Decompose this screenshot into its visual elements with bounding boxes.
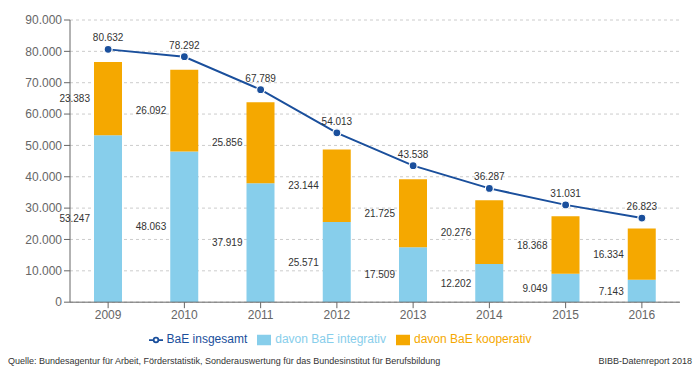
html-text:BaE insgesamt: BaE insgesamt <box>166 332 248 347</box>
svg-text:31.031: 31.031 <box>550 188 581 199</box>
svg-text:43.538: 43.538 <box>398 149 429 160</box>
svg-text:48.063: 48.063 <box>136 221 167 232</box>
svg-text:80.000: 80.000 <box>25 45 62 59</box>
svg-text:2015: 2015 <box>552 308 579 322</box>
svg-text:26.823: 26.823 <box>627 201 658 212</box>
svg-text:20.276: 20.276 <box>441 227 472 238</box>
svg-text:70.000: 70.000 <box>25 76 62 90</box>
svg-text:23.383: 23.383 <box>59 93 90 104</box>
svg-text:80.632: 80.632 <box>93 32 124 43</box>
svg-text:40.000: 40.000 <box>25 170 62 184</box>
svg-text:2011: 2011 <box>248 308 274 322</box>
svg-text:2010: 2010 <box>171 308 198 322</box>
svg-text:30.000: 30.000 <box>25 201 62 215</box>
svg-text:67.789: 67.789 <box>245 73 276 84</box>
svg-text:2014: 2014 <box>476 308 503 322</box>
svg-text:2012: 2012 <box>324 308 351 322</box>
svg-text:17.509: 17.509 <box>364 269 395 280</box>
svg-text:37.919: 37.919 <box>212 237 243 248</box>
svg-text:90.000: 90.000 <box>25 13 62 27</box>
svg-text:9.049: 9.049 <box>522 283 547 294</box>
svg-text:60.000: 60.000 <box>25 107 62 121</box>
html-text:BIBB-Datenreport 2018: BIBB-Datenreport 2018 <box>598 356 692 366</box>
svg-text:18.368: 18.368 <box>517 240 548 251</box>
svg-text:0: 0 <box>55 295 62 309</box>
svg-text:36.287: 36.287 <box>474 171 505 182</box>
svg-text:2009: 2009 <box>95 308 122 322</box>
svg-text:50.000: 50.000 <box>25 139 62 153</box>
svg-text:20.000: 20.000 <box>25 233 62 247</box>
svg-text:10.000: 10.000 <box>25 264 62 278</box>
html-text:Quelle: Bundesagentur für Arbe: Quelle: Bundesagentur für Arbeit, Förder… <box>8 356 441 366</box>
svg-text:21.725: 21.725 <box>364 208 395 219</box>
html-text:davon BaE kooperativ: davon BaE kooperativ <box>414 332 532 347</box>
svg-text:2013: 2013 <box>400 308 427 322</box>
svg-text:26.092: 26.092 <box>136 105 167 116</box>
svg-text:25.571: 25.571 <box>288 257 319 268</box>
svg-text:12.202: 12.202 <box>441 278 472 289</box>
svg-text:78.292: 78.292 <box>169 40 200 51</box>
svg-text:7.143: 7.143 <box>599 286 624 297</box>
svg-text:2016: 2016 <box>629 308 656 322</box>
svg-text:54.013: 54.013 <box>322 116 353 127</box>
svg-text:25.856: 25.856 <box>212 137 243 148</box>
svg-text:53.247: 53.247 <box>59 213 90 224</box>
svg-text:16.334: 16.334 <box>593 249 624 260</box>
html-text:davon BaE integrativ: davon BaE integrativ <box>275 332 386 347</box>
svg-text:23.144: 23.144 <box>288 180 319 191</box>
